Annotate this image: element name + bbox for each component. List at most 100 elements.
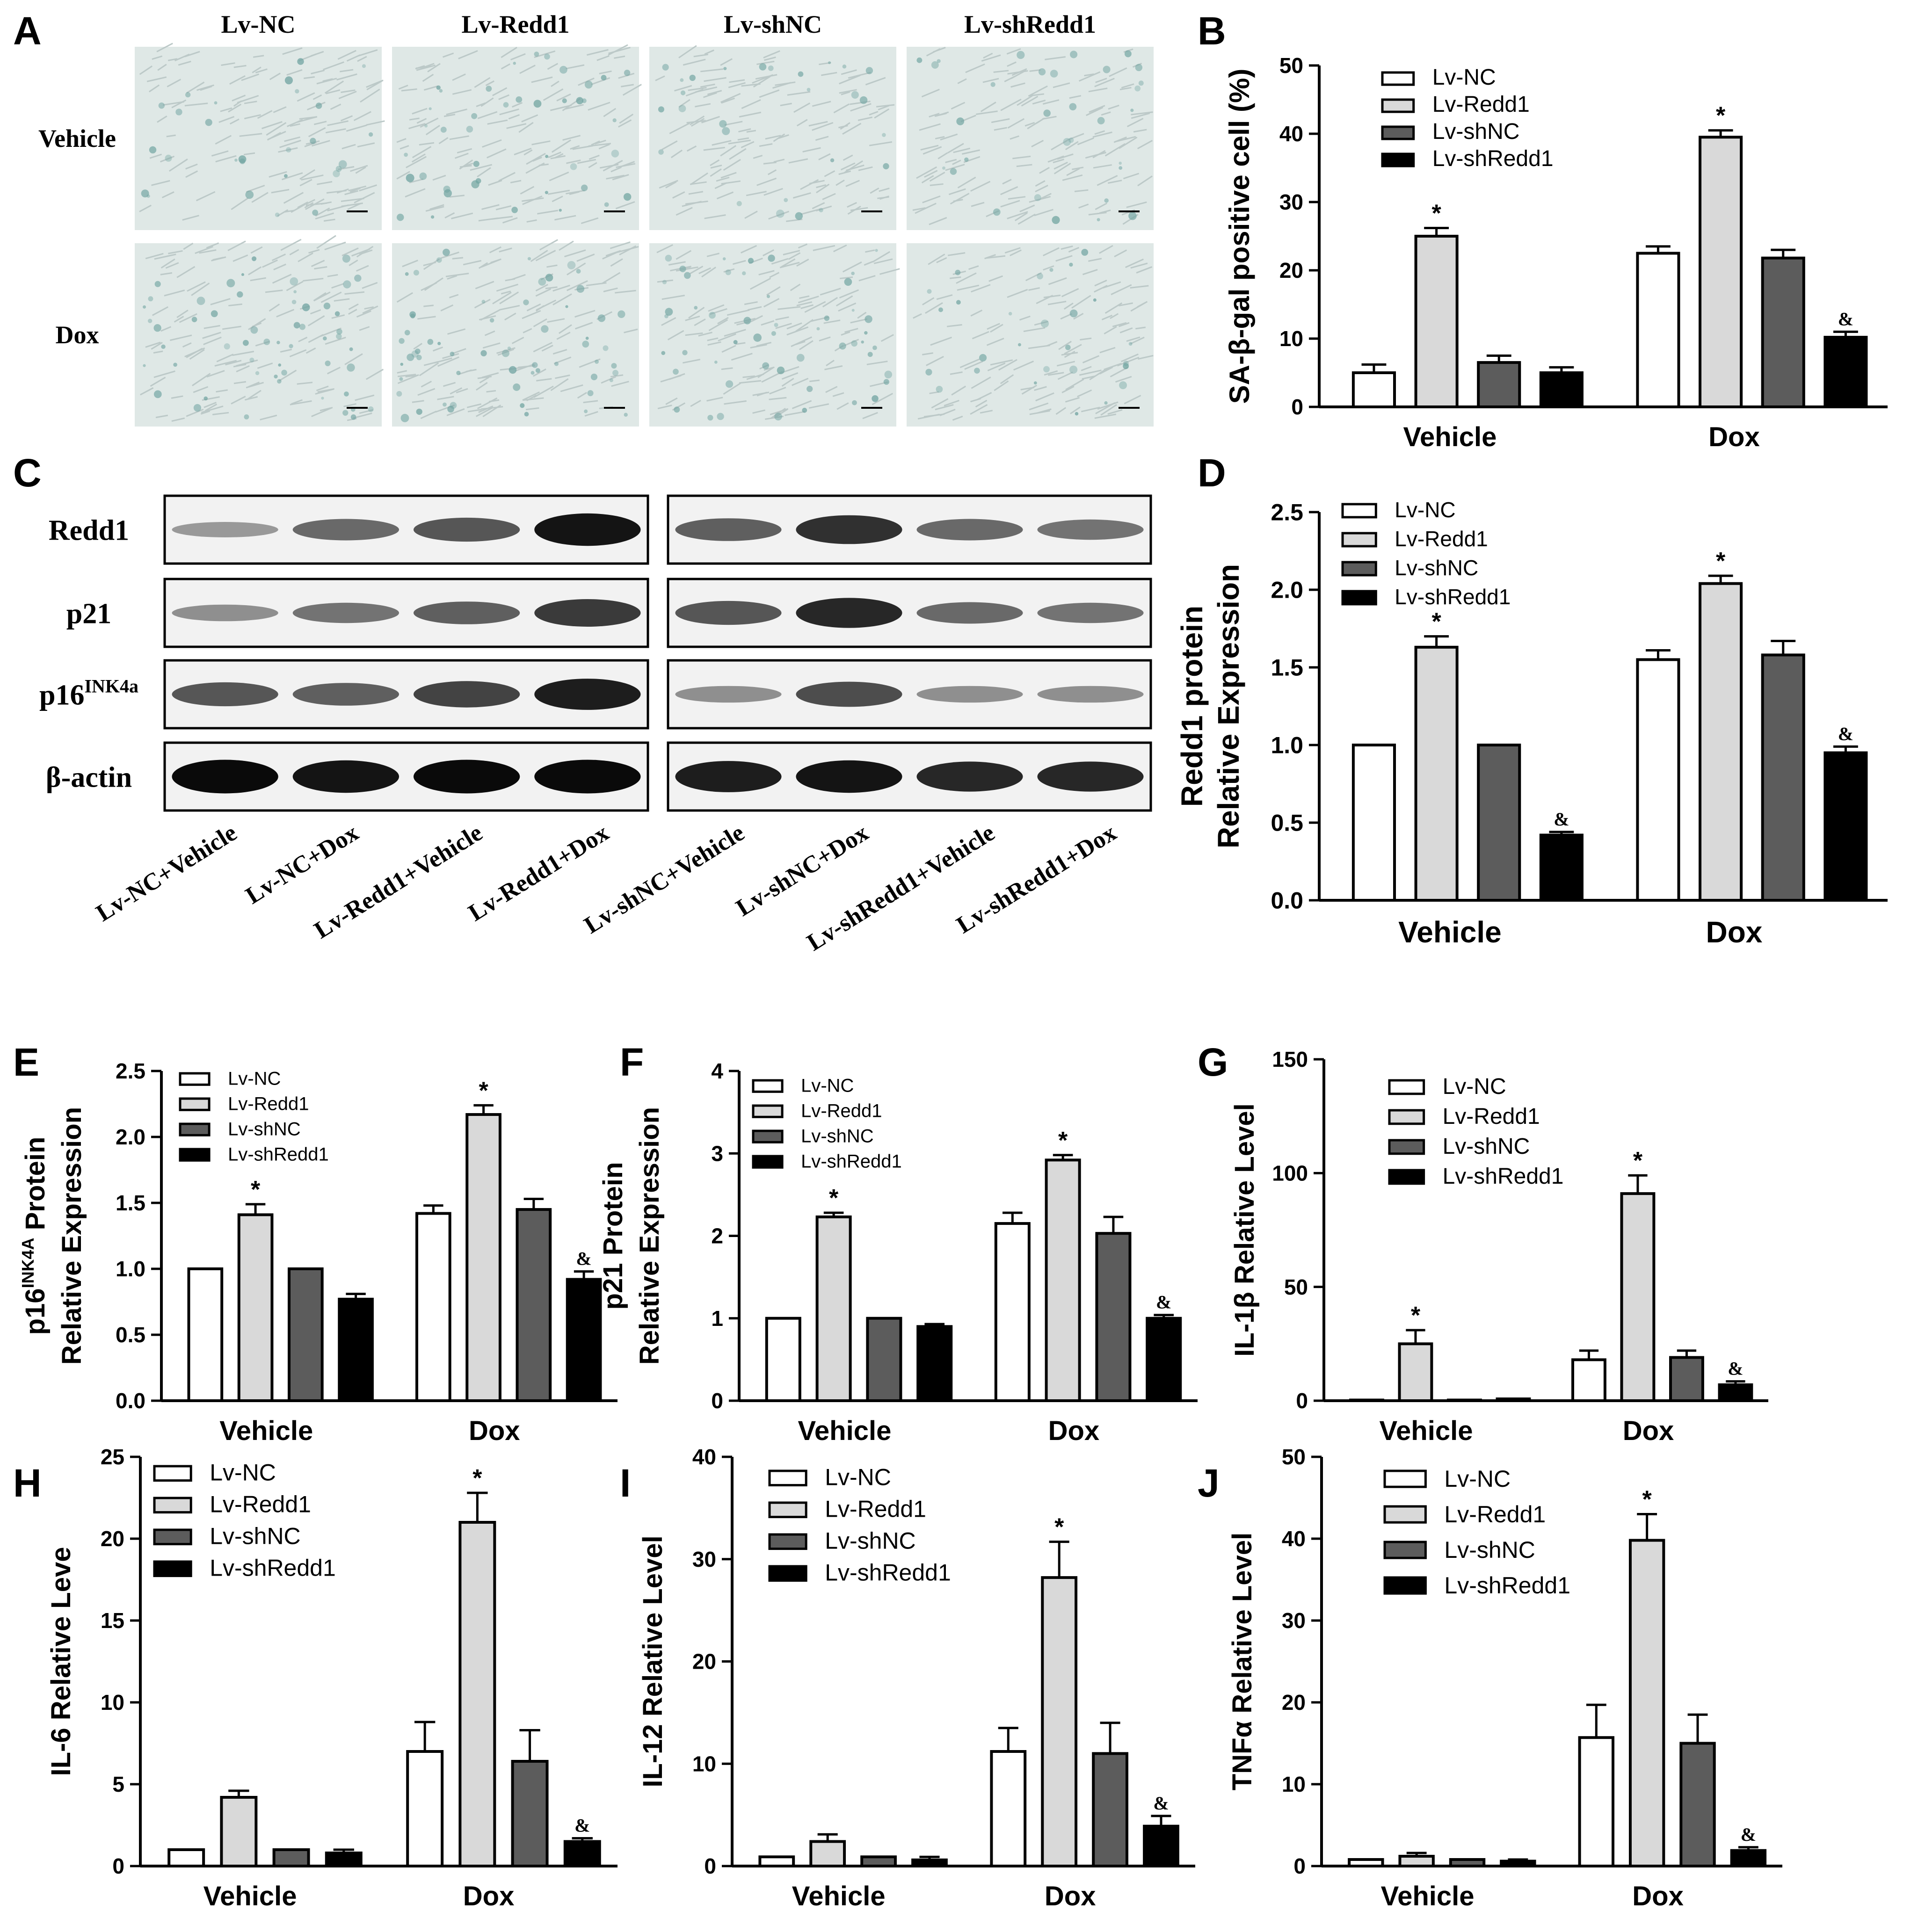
y-axis-label-line: Redd1 protein <box>1175 606 1209 807</box>
legend-label: Lv-NC <box>1443 1074 1506 1099</box>
blot-band <box>916 761 1023 792</box>
cell-fiber <box>425 206 444 212</box>
stain-dot <box>974 368 980 374</box>
panel-letter-I: I <box>620 1461 631 1505</box>
micrograph-image <box>135 43 385 230</box>
stain-dot <box>759 63 767 71</box>
cell-fiber <box>612 174 629 181</box>
cell-fiber <box>195 246 213 254</box>
stain-dot <box>719 120 727 128</box>
cell-fiber <box>957 176 976 188</box>
legend-swatch <box>1341 590 1377 606</box>
cell-fiber <box>552 349 567 355</box>
cell-fiber <box>231 197 249 210</box>
cell-fiber <box>944 399 959 406</box>
cell-fiber <box>357 56 367 62</box>
cell-fiber <box>950 193 970 205</box>
cell-fiber <box>492 291 512 304</box>
bar-lv-redd1 <box>815 1215 852 1402</box>
cell-fiber <box>576 253 595 262</box>
y-axis-label: p21 Protein <box>598 1162 628 1310</box>
cell-fiber <box>566 64 585 70</box>
cell-fiber <box>182 215 199 221</box>
cell-fiber <box>338 166 355 170</box>
cell-fiber <box>928 253 945 265</box>
micrograph-background <box>135 243 382 427</box>
stain-dot <box>1063 138 1071 146</box>
cell-fiber <box>523 397 544 401</box>
stain-dot <box>443 402 447 407</box>
cell-fiber <box>531 76 553 83</box>
cell-fiber <box>474 77 491 88</box>
cell-fiber <box>796 301 813 306</box>
cell-fiber <box>916 166 937 179</box>
cell-fiber <box>1119 327 1133 333</box>
stain-dot <box>565 305 568 308</box>
cell-fiber <box>1089 368 1108 381</box>
cell-fiber <box>567 262 586 275</box>
blot-band <box>1037 686 1144 703</box>
stain-dot <box>576 269 581 274</box>
cell-fiber <box>423 304 434 307</box>
x-category-label: Vehicle <box>1403 422 1497 452</box>
cell-fiber <box>1121 83 1134 89</box>
cell-fiber <box>767 169 777 175</box>
cell-fiber <box>603 108 617 117</box>
y-tick-label: 0.5 <box>1271 810 1303 836</box>
y-tick-label: 10 <box>692 1751 716 1776</box>
y-axis-label-sup: INK4A <box>18 1238 37 1288</box>
cell-fiber <box>168 158 188 172</box>
cell-fiber <box>326 89 341 94</box>
cell-fiber <box>366 120 385 126</box>
stain-dot <box>191 317 197 322</box>
cell-fiber <box>1113 136 1127 143</box>
cell-fiber <box>788 158 808 164</box>
cell-fiber <box>497 348 515 356</box>
stain-dot <box>1123 363 1129 369</box>
legend-swatch <box>1383 1469 1427 1488</box>
blot-band <box>916 519 1023 541</box>
blot-band <box>534 679 641 710</box>
legend-label: Lv-NC <box>210 1460 276 1486</box>
cell-fiber <box>286 69 303 76</box>
cell-fiber <box>610 374 624 378</box>
cell-fiber <box>1094 413 1117 419</box>
y-tick-label: 15 <box>101 1608 124 1633</box>
cell-fiber <box>826 360 835 367</box>
stain-dot <box>278 363 282 367</box>
stain-dot <box>404 152 408 157</box>
cell-fiber <box>1130 302 1146 312</box>
cell-fiber <box>409 117 420 121</box>
cell-fiber <box>484 330 495 336</box>
stain-dot <box>1040 319 1049 328</box>
cell-fiber <box>950 276 961 279</box>
cell-fiber <box>724 329 746 337</box>
cell-fiber <box>505 278 516 282</box>
cell-fiber <box>824 170 835 177</box>
bar-lv-shredd1 <box>325 1852 363 1867</box>
stain-dot <box>942 166 946 170</box>
stain-dot <box>245 190 254 199</box>
cell-fiber <box>536 305 545 312</box>
cell-fiber <box>588 143 611 147</box>
cell-fiber <box>191 282 210 296</box>
stain-dot <box>830 158 835 162</box>
blot-band <box>675 601 782 625</box>
cell-fiber <box>1099 347 1116 354</box>
cell-fiber <box>746 130 756 133</box>
stain-dot <box>723 67 727 71</box>
cell-fiber <box>1042 116 1057 120</box>
stain-dot <box>802 407 807 413</box>
legend-label: Lv-shNC <box>210 1523 300 1549</box>
cell-fiber <box>665 397 678 405</box>
stain-dot <box>1097 117 1105 124</box>
stain-dot <box>349 347 353 351</box>
significance-mark: * <box>1431 608 1441 636</box>
cell-fiber <box>1008 196 1026 200</box>
legend-swatch <box>179 1148 211 1162</box>
y-axis-label-part: Protein <box>20 1137 51 1238</box>
cell-fiber <box>840 276 853 279</box>
cell-fiber <box>556 93 571 101</box>
